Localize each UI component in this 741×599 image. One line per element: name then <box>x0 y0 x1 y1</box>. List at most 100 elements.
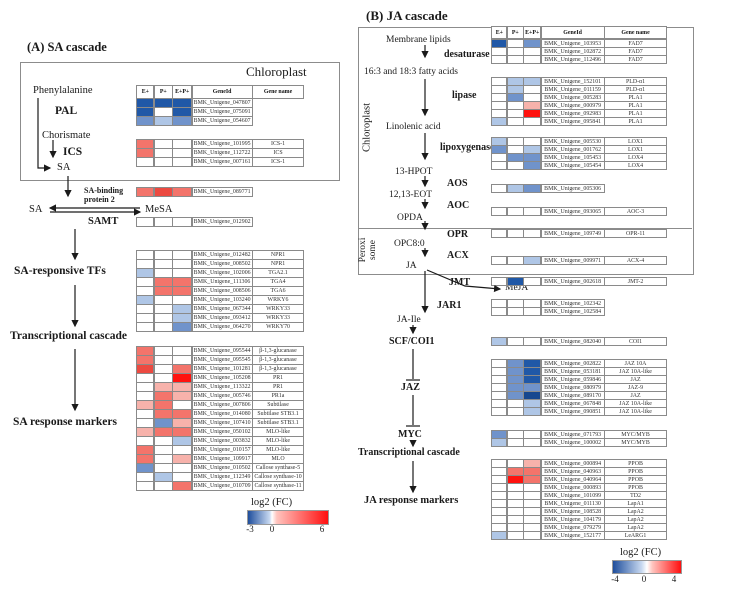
heatmap-header-b: E+ P+ E+P+ GeneId Gene name <box>491 26 668 39</box>
gene-row: BMK_Unigene_095841 PLA1 <box>491 117 668 126</box>
gene-row: BMK_Unigene_012902 <box>136 217 253 227</box>
gene-id-cell: BMK_Unigene_005306 <box>540 184 605 193</box>
heat-cell <box>172 187 193 197</box>
node-phenylalanine: Phenylalanine <box>33 85 93 96</box>
heat-cell <box>153 116 173 126</box>
heat-cell <box>491 184 508 193</box>
heat-cell <box>523 184 542 193</box>
node-sa-responsive-tfs: SA-responsive TFs <box>14 265 106 277</box>
gene-row: BMK_Unigene_064270 WRKY70 <box>136 322 305 332</box>
colorbar-b <box>612 560 682 574</box>
ja-markers-gene-table: BMK_Unigene_000894 PPOB BMK_Unigene_040963… <box>491 459 668 540</box>
colorbar-a-title: log2 (FC) <box>251 497 293 508</box>
gene-id-cell: BMK_Unigene_105454 <box>540 161 605 170</box>
coi1-gene-table: BMK_Unigene_082040 COI1 <box>491 337 668 346</box>
gene-row: BMK_Unigene_054607 <box>136 116 253 126</box>
heat-cell <box>506 207 524 216</box>
ics-gene-table: BMK_Unigene_101995 ICS-1 BMK_Unigene_11272… <box>136 139 305 167</box>
heat-cell <box>136 116 155 126</box>
node-jmt: JMT <box>449 277 471 288</box>
node-transcriptional-cascade-b: Transcriptional cascade <box>358 447 460 458</box>
gene-id-cell: BMK_Unigene_012902 <box>191 217 253 227</box>
heat-cell <box>491 277 508 286</box>
heat-cell <box>523 207 542 216</box>
gene-name-cell: LOX4 <box>604 161 668 170</box>
heat-cell <box>491 161 508 170</box>
gene-name-cell: LeARG1 <box>604 531 668 540</box>
node-jaz: JAZ <box>401 382 420 393</box>
gene-row: BMK_Unigene_089771 <box>136 187 253 197</box>
acx-gene-table: BMK_Unigene_009971 ACX-4 <box>491 256 668 265</box>
heat-cell <box>506 117 524 126</box>
heat-cell <box>136 157 155 167</box>
node-ja: JA <box>406 261 417 271</box>
gene-row: BMK_Unigene_082040 COI1 <box>491 337 668 346</box>
gene-name-cell: JMT-2 <box>604 277 668 286</box>
gene-id-cell: BMK_Unigene_089771 <box>191 187 253 197</box>
chloroplast-label-b: Chloroplast <box>361 103 373 152</box>
heat-cell <box>153 481 173 491</box>
heat-cell <box>523 307 542 316</box>
desaturase-gene-table: BMK_Unigene_103953 FAD7 BMK_Unigene_102872… <box>491 39 668 64</box>
col-geneid: GeneId <box>191 85 253 99</box>
gene-id-cell: BMK_Unigene_002618 <box>540 277 605 286</box>
heat-cell <box>491 117 508 126</box>
heat-cell <box>506 277 524 286</box>
lipoxygenase-gene-table: BMK_Unigene_005530 LOX1 BMK_Unigene_001762… <box>491 137 668 170</box>
gene-name-cell: Callose synthase-11 <box>252 481 305 491</box>
heat-cell <box>172 481 193 491</box>
gene-name-cell: AOC-3 <box>604 207 668 216</box>
gene-id-cell: BMK_Unigene_064270 <box>191 322 253 332</box>
heat-cell <box>136 481 155 491</box>
gene-row: BMK_Unigene_010709 Callose synthase-11 <box>136 481 305 491</box>
panel-b-title: (B) JA cascade <box>366 8 448 23</box>
heat-cell <box>491 256 508 265</box>
colorbar-a-tick-min: -3 <box>246 524 254 534</box>
colorbar-b-tick-mid: 0 <box>641 574 647 584</box>
heat-cell <box>491 407 508 416</box>
node-myc: MYC <box>398 429 422 440</box>
heat-cell <box>136 217 155 227</box>
heat-cell <box>491 531 508 540</box>
heat-cell <box>172 322 193 332</box>
gene-row: BMK_Unigene_047807 <box>136 98 253 108</box>
gene-name-cell: OPR-11 <box>604 229 668 238</box>
sa-markers-gene-table: BMK_Unigene_095544 β-1,3-glucanase BMK_Uni… <box>136 346 305 491</box>
node-desaturase: desaturase <box>444 49 490 60</box>
gene-id-cell: BMK_Unigene_054607 <box>191 116 253 126</box>
heat-cell <box>136 187 155 197</box>
heat-cell <box>506 531 524 540</box>
sabp2-gene-table: BMK_Unigene_089771 <box>136 187 253 197</box>
gene-name-cell: MYC/MYB <box>604 438 668 447</box>
heat-cell <box>491 438 508 447</box>
sa-tfs-gene-table: BMK_Unigene_012482 NPR1 BMK_Unigene_008502… <box>136 250 305 332</box>
node-linolenic-acid: Linolenic acid <box>386 122 441 132</box>
heat-cell <box>153 322 173 332</box>
node-mesa: MeSA <box>145 204 173 215</box>
gene-row: BMK_Unigene_152177 LeARG1 <box>491 531 668 540</box>
col-geneid: GeneId <box>540 26 605 39</box>
heat-cell <box>523 407 542 416</box>
node-meja: MeJA <box>505 283 529 293</box>
samt-gene-table: BMK_Unigene_012902 <box>136 217 253 227</box>
opr-gene-table: BMK_Unigene_109749 OPR-11 <box>491 229 668 238</box>
heat-cell <box>506 407 524 416</box>
heat-cell <box>506 337 524 346</box>
node-sa-box: SA <box>57 162 71 173</box>
colorbar-b-title: log2 (FC) <box>620 547 662 558</box>
gene-id-cell: BMK_Unigene_109749 <box>540 229 605 238</box>
col-p: P+ <box>153 85 173 99</box>
node-sa-binding-protein: SA-binding protein 2 <box>84 186 124 204</box>
node-opda: OPDA <box>397 213 423 223</box>
node-fatty-acids: 16:3 and 18:3 fatty acids <box>364 67 458 77</box>
gene-row: BMK_Unigene_008506 TGA6 <box>136 286 305 296</box>
heat-cell <box>523 229 542 238</box>
colorbar-a-tick-mid: 0 <box>269 524 275 534</box>
node-opr: OPR <box>447 229 469 240</box>
colorbar-a <box>247 510 329 525</box>
gene-name-cell: JAZ 10A-like <box>604 407 668 416</box>
heat-cell <box>153 187 173 197</box>
gene-id-cell: BMK_Unigene_112496 <box>540 55 605 64</box>
col-ep: E+P+ <box>523 26 542 39</box>
